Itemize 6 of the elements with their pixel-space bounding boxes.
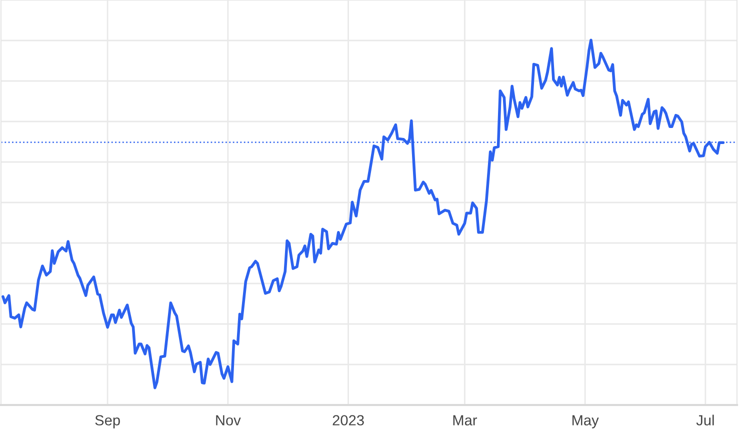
x-tick-label: May [572,415,599,428]
x-tick-label: Nov [216,415,241,426]
x-tick-label: Mar [453,415,478,426]
x-tick-label: Sep [95,415,120,428]
x-tick-label: 2023 [332,415,364,426]
x-tick-label: Jul [696,414,714,426]
